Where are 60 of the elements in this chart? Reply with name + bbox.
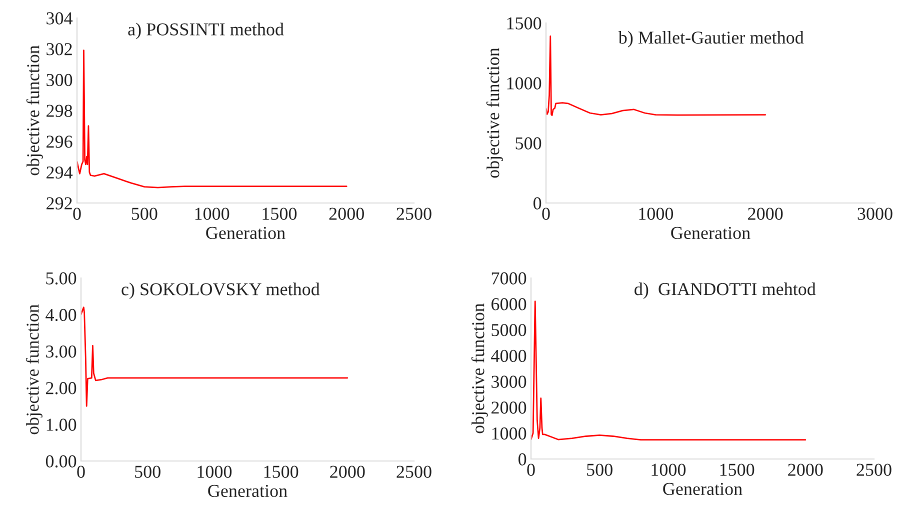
x-tick-label: 2000 [788,464,823,476]
y-tick-label: 2000 [492,402,526,414]
x-tick-label: 2500 [856,464,892,476]
x-tick-label: 500 [132,208,158,220]
y-tick-label: 300 [46,74,72,86]
y-tick-label: 3000 [492,376,526,388]
y-tick-label: 4000 [491,350,526,362]
y-tick-label: 5000 [492,324,526,336]
y-tick-label: 292 [46,197,72,210]
y-tick-label: 6000 [492,298,526,310]
y-tick-label: 1.00 [46,418,76,431]
y-axis-title: objective function [26,45,43,176]
x-tick-label: 0 [77,466,85,478]
y-tick-label: 1000 [492,427,526,440]
y-axis-title: objective function [486,48,503,178]
y-tick-label: 302 [46,43,72,56]
y-tick-label: 1500 [507,17,542,30]
x-tick-label: 0 [542,208,550,220]
x-tick-label: 2500 [396,208,432,220]
y-tick-label: 0 [533,197,542,210]
line-series [77,50,348,188]
line-series [531,300,806,441]
x-tick-label: 2500 [396,466,432,478]
x-tick-label: 1000 [198,466,232,478]
y-tick-label: 5.00 [46,272,76,285]
x-tick-label: 500 [587,464,612,476]
chart-title: b) Mallet-Gautier method [618,31,804,48]
x-axis-title: Generation [208,484,288,498]
x-axis-title: Generation [206,226,286,240]
y-tick-label: 294 [46,166,73,179]
y-tick-label: 0.00 [46,455,76,468]
y-tick-label: 296 [46,136,72,148]
x-tick-label: 500 [135,466,160,478]
x-tick-label: 2000 [748,208,783,220]
line-series [81,306,348,407]
x-tick-label: 1000 [652,464,686,476]
y-tick-label: 1000 [507,77,542,90]
x-axis-title: Generation [671,226,750,240]
x-tick-label: 1000 [195,208,230,220]
x-tick-label: 1500 [720,464,754,476]
x-tick-label: 3000 [858,208,892,220]
x-axis-title: Generation [663,482,742,496]
y-axis-title: objective function [26,304,42,434]
x-tick-label: 2000 [329,208,364,220]
x-tick-label: 1500 [262,208,297,220]
y-tick-label: 298 [46,104,72,117]
x-tick-label: 1500 [264,466,298,478]
y-tick-label: 0 [518,453,526,466]
chart-title: d) GIANDOTTI mehtod [634,282,816,299]
y-axis-title: objective function [471,303,488,434]
x-tick-label: 1000 [639,208,674,220]
y-tick-label: 3.00 [46,345,76,358]
chart-title: a) POSSINTI method [128,22,284,40]
y-tick-label: 7000 [492,272,526,284]
y-tick-label: 500 [516,137,542,150]
x-tick-label: 2000 [330,466,365,478]
y-tick-label: 304 [46,12,73,24]
y-tick-label: 2.00 [46,382,76,394]
y-tick-label: 4.00 [46,308,76,322]
chart-title: c) SOKOLOVSKY method [122,282,320,299]
